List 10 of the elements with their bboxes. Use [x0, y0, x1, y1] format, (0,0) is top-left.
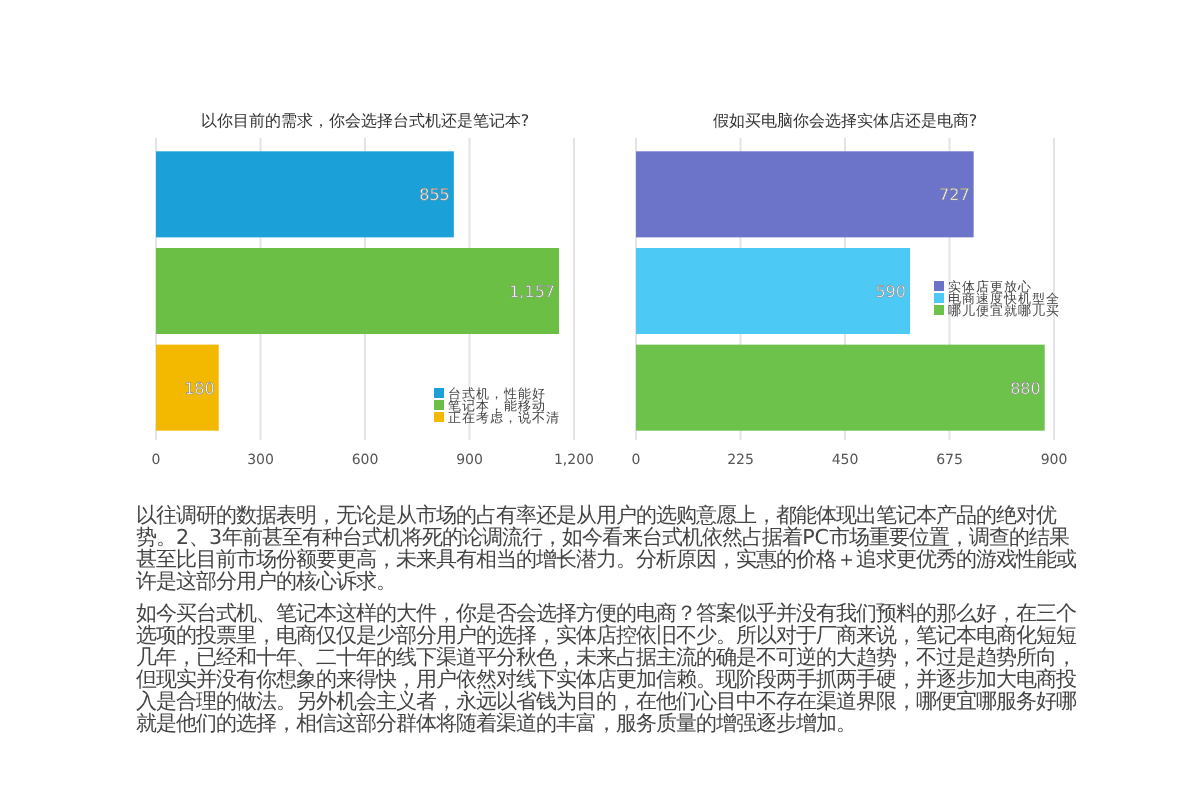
data-label: 727	[939, 186, 970, 205]
text: 以往调研的数据表明，无论是从市场的占有率还是从用户的选购意愿上，都能体现出笔记本产品的绝对优势。2、3年前甚至有种台式机将死的论调流行，如今看来台式机依然占据着PC市场重要位置，调查的结果甚至比目前市场份额要更高，未来具有相当的增长潜力。分析原因，实惠的价格＋追求更优秀的游戏性能或许是这部分用户的核心诉求。	[136, 504, 1078, 594]
data-label: 180	[184, 379, 215, 398]
text: 如今买台式机、笔记本这样的大件，你是否会选择方便的电商？答案似乎并没有我们预料的那么好，在三个选项的投票里，电商仅仅是少部分用户的选择，实体店控依旧不少。所以对于厂商来说，笔记本电商化短短几年，已经和十年、二十年的线下渠道平分秋色，未来占据主流的确是不可逆的大趋势，不过是趋势所向，但现实并没有你想象的来得快，用户依然对线下实体店更加信赖。现阶段两手抓两手硬，并逐步加大电商投入是合理的做法。另外机会主义者，永远以省钱为目的，在他们心目中不存在渠道界限，哪便宜哪服务好哪就是他们的选择，相信这部分群体将随着渠道的丰富，服务质量的增强逐步增加。	[136, 602, 1078, 736]
data-label: 590	[875, 283, 907, 301]
data-label: 855	[419, 186, 450, 205]
data-label: 1,157	[509, 283, 556, 301]
chart-title: 以你目前的需求，你会选择台式机还是笔记本?	[200, 112, 530, 130]
chart-title: 假如买电脑你会选择实体店还是电商?	[712, 112, 978, 130]
data-label: 880	[1010, 379, 1041, 398]
